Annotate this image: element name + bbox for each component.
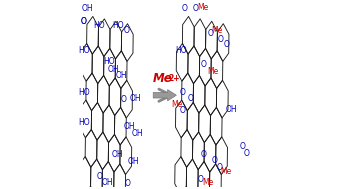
Text: O: O bbox=[200, 149, 206, 159]
Text: OH: OH bbox=[124, 122, 135, 131]
Text: O: O bbox=[239, 142, 245, 151]
Text: Me: Me bbox=[207, 67, 218, 76]
Text: O: O bbox=[217, 163, 223, 172]
Text: 2+: 2+ bbox=[168, 74, 180, 83]
Text: Me: Me bbox=[202, 177, 213, 187]
Text: O: O bbox=[96, 172, 102, 181]
Text: HO: HO bbox=[103, 57, 115, 66]
Text: OH: OH bbox=[102, 178, 114, 187]
Text: O: O bbox=[193, 4, 199, 13]
Text: HO: HO bbox=[78, 118, 89, 127]
Text: O: O bbox=[180, 88, 186, 97]
Text: HO: HO bbox=[112, 21, 124, 30]
Text: O: O bbox=[224, 40, 230, 49]
Text: O: O bbox=[200, 60, 206, 69]
Text: O: O bbox=[182, 4, 187, 13]
Text: Me: Me bbox=[197, 3, 209, 12]
Text: O: O bbox=[81, 17, 87, 26]
Text: OH: OH bbox=[116, 71, 128, 80]
Text: HO: HO bbox=[175, 46, 187, 55]
Text: O: O bbox=[121, 95, 127, 104]
Text: OH: OH bbox=[82, 4, 93, 13]
Text: O: O bbox=[244, 149, 250, 158]
Text: O: O bbox=[211, 156, 217, 165]
Text: HO: HO bbox=[78, 88, 89, 97]
Text: O: O bbox=[81, 17, 87, 26]
Text: OH: OH bbox=[111, 149, 123, 159]
Text: O: O bbox=[218, 35, 224, 44]
Text: HO: HO bbox=[94, 21, 105, 30]
Text: O: O bbox=[180, 106, 186, 115]
Text: Me: Me bbox=[152, 72, 172, 85]
Text: O: O bbox=[124, 26, 130, 35]
Text: OH: OH bbox=[225, 105, 237, 114]
Text: Me: Me bbox=[171, 100, 183, 109]
Text: O: O bbox=[208, 29, 213, 38]
Text: Me: Me bbox=[220, 167, 231, 176]
Text: Me: Me bbox=[212, 26, 223, 35]
Text: HO: HO bbox=[78, 46, 89, 55]
Text: O: O bbox=[197, 175, 203, 184]
Text: OH: OH bbox=[108, 65, 119, 74]
Text: OH: OH bbox=[127, 157, 139, 166]
Text: O: O bbox=[188, 94, 194, 102]
Polygon shape bbox=[153, 90, 176, 101]
Text: OH: OH bbox=[132, 129, 144, 138]
Text: O: O bbox=[125, 179, 130, 188]
Text: OH: OH bbox=[130, 94, 142, 103]
